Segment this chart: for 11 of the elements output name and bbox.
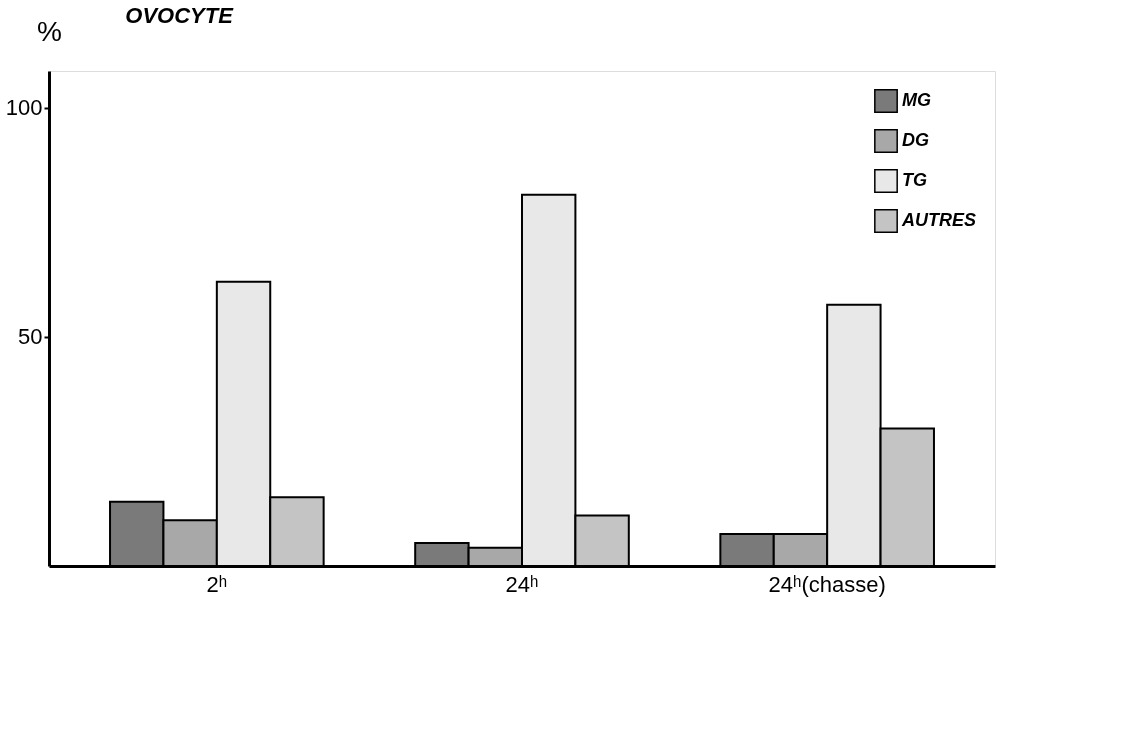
- legend-label: AUTRES: [901, 210, 977, 230]
- legend-label: DG: [902, 130, 929, 150]
- legend-label: TG: [902, 170, 927, 190]
- y-tick-label: 50: [18, 324, 43, 350]
- chart-title: OVOCYTE: [125, 3, 235, 28]
- legend-label: MG: [902, 90, 931, 110]
- x-tick-label: 2ʰ: [206, 571, 228, 597]
- x-tick-label: 24ʰ: [505, 571, 539, 597]
- x-tick-label: 24ʰ(chasse): [768, 571, 886, 597]
- y-axis-title: %: [37, 15, 62, 47]
- y-tick-label: 100: [5, 95, 43, 121]
